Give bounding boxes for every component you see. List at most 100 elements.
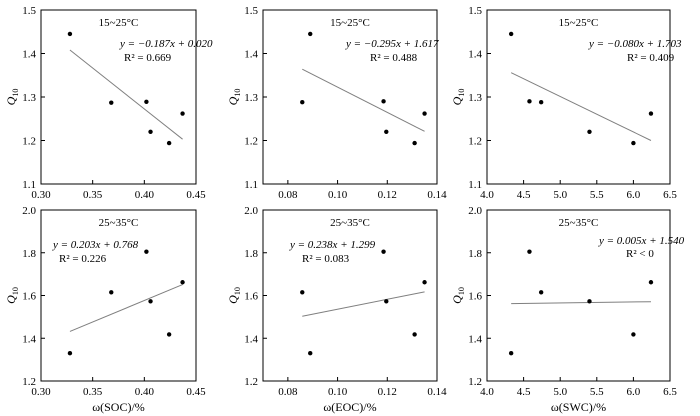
data-point [144, 249, 149, 254]
regression-equation: y = −0.295x + 1.617 [345, 38, 439, 50]
data-point [587, 299, 592, 304]
panel-title: 25~35°C [99, 217, 139, 229]
y-tick-label: 2.0 [22, 205, 36, 217]
y-tick-label: 1.4 [468, 333, 482, 345]
x-tick-label: 0.14 [427, 386, 447, 398]
regression-equation: y = −0.187x + 0.020 [119, 38, 213, 50]
y-axis-label: Q10 [226, 89, 242, 106]
data-point [648, 280, 654, 285]
regression-equation: y = 0.005x + 1.540 [598, 235, 685, 247]
x-tick-label: 4.0 [480, 189, 494, 201]
data-point [109, 290, 114, 295]
x-tick-label: 6.0 [627, 386, 641, 398]
x-tick-label: 5.5 [590, 386, 604, 398]
data-point [648, 111, 654, 116]
r-squared: R² = 0.488 [370, 52, 418, 64]
data-point [166, 140, 172, 146]
panel-6: 4.0 4.5 5.0 5.5 6.0 6.5 1.2 1.4 1.6 1.8 2.0 Q10 ω(SW… [450, 205, 685, 414]
y-tick-label: 1.8 [22, 248, 36, 260]
x-tick-label: 6.0 [627, 189, 641, 201]
data-point [109, 100, 114, 105]
panel-1: 0.30 0.35 0.40 0.45 1.1 1.2 1.3 1.4 1.5 Q10 15~25°… [4, 5, 213, 201]
panel-2: 0.08 0.10 0.12 0.14 1.1 1.2 1.3 1.4 1.5 Q10 15~25°… [226, 5, 447, 201]
y-tick-label: 1.3 [468, 92, 482, 104]
regression-line [511, 301, 651, 305]
y-tick-label: 1.4 [244, 333, 258, 345]
x-tick-label: 0.10 [328, 386, 348, 398]
plot-frame [262, 9, 438, 185]
y-tick-label: 1.5 [244, 5, 258, 17]
y-tick-label: 1.1 [468, 179, 482, 191]
x-tick-label: 0.40 [135, 386, 155, 398]
data-point [422, 111, 427, 116]
x-axis-label: ω(SOC)/% [92, 400, 145, 414]
x-axis-label: ω(SWC)/% [551, 400, 606, 414]
y-axis-label: Q10 [450, 89, 466, 106]
regression-equation: y = 0.238x + 1.299 [289, 239, 376, 251]
y-tick-label: 1.4 [244, 49, 258, 61]
y-tick-label: 1.2 [244, 376, 258, 388]
data-point [381, 249, 386, 254]
regression-line [302, 291, 425, 317]
plot-frame [486, 9, 671, 185]
y-tick-label: 1.5 [22, 5, 36, 17]
y-tick-label: 1.2 [22, 136, 36, 148]
data-point [308, 31, 313, 37]
x-tick-label: 6.5 [663, 386, 677, 398]
x-tick-label: 0.08 [278, 386, 298, 398]
panel-title: 15~25°C [330, 17, 370, 29]
plot-frame [40, 209, 197, 382]
panel-4: 0.30 0.35 0.40 0.45 1.2 1.4 1.6 1.8 2.0 Q10 ω(SOC)… [4, 205, 206, 414]
data-point [631, 140, 636, 146]
x-tick-label: 0.30 [31, 386, 51, 398]
data-point [631, 332, 636, 337]
x-tick-label: 0.10 [328, 189, 348, 201]
data-point [587, 129, 592, 134]
y-tick-label: 1.6 [244, 291, 258, 303]
data-point [538, 290, 544, 295]
data-point [412, 332, 417, 337]
y-tick-label: 1.5 [468, 5, 482, 17]
panel-title: 25~35°C [559, 217, 599, 229]
x-tick-label: 5.0 [553, 386, 567, 398]
data-point [67, 31, 73, 37]
data-point [308, 351, 313, 356]
data-point [508, 351, 514, 356]
y-tick-label: 2.0 [468, 205, 482, 217]
x-tick-label: 0.35 [83, 386, 103, 398]
r-squared: R² = 0.083 [302, 253, 350, 265]
data-point [180, 280, 185, 285]
x-tick-label: 4.5 [517, 189, 531, 201]
x-tick-label: 5.0 [553, 189, 567, 201]
regression-equation: y = −0.080x + 1.703 [588, 38, 682, 50]
y-tick-label: 1.2 [22, 376, 36, 388]
r-squared: R² = 0.409 [627, 52, 675, 64]
panel-3: 4.0 4.5 5.0 5.5 6.0 6.5 1.1 1.2 1.3 1.4 1.5 Q10 15~2… [450, 5, 682, 201]
data-point [180, 111, 185, 116]
x-tick-label: 5.5 [590, 189, 604, 201]
y-tick-label: 1.6 [22, 291, 36, 303]
plot-frame [262, 209, 438, 382]
data-point [148, 129, 153, 134]
regression-line [510, 72, 652, 141]
y-axis-label: Q10 [4, 287, 20, 304]
x-tick-label: 0.30 [31, 189, 51, 201]
x-axis-label: ω(EOC)/% [323, 400, 376, 414]
y-tick-label: 1.2 [244, 136, 258, 148]
panel-5: 0.08 0.10 0.12 0.14 1.2 1.4 1.6 1.8 2.0 Q10 ω(EOC)… [226, 205, 447, 414]
y-tick-label: 2.0 [244, 205, 258, 217]
y-axis-label: Q10 [226, 287, 242, 304]
y-tick-label: 1.1 [244, 179, 258, 191]
x-tick-label: 0.14 [427, 189, 447, 201]
data-point [527, 249, 532, 254]
x-tick-label: 0.12 [378, 189, 397, 201]
panel-title: 25~35°C [330, 217, 370, 229]
x-tick-label: 0.08 [278, 189, 298, 201]
data-point [384, 129, 389, 134]
x-tick-label: 4.5 [517, 386, 531, 398]
data-point [412, 140, 417, 146]
y-tick-label: 1.3 [22, 92, 36, 104]
r-squared: R² = 0.226 [59, 253, 107, 265]
x-tick-label: 0.45 [186, 386, 206, 398]
